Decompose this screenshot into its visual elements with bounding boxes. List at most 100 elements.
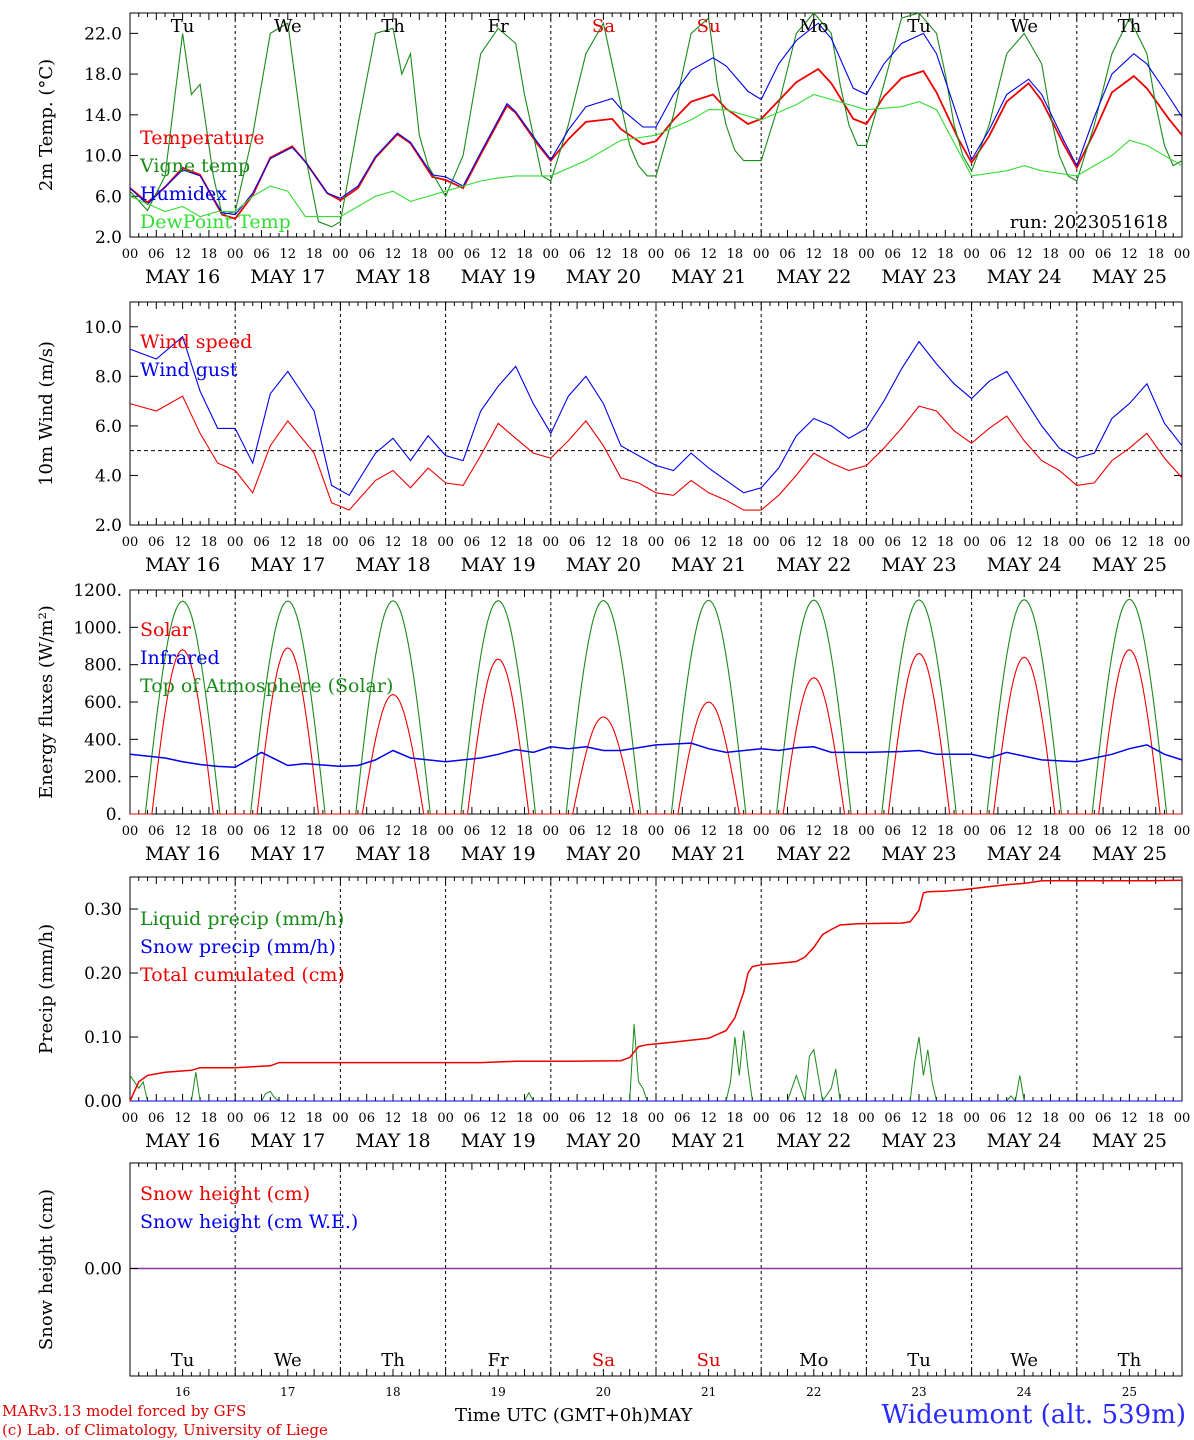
hour-tick-label: 12	[280, 1111, 297, 1126]
day-label: MAY 19	[461, 843, 536, 865]
y-tick-label: 600.	[84, 693, 122, 713]
hour-tick-label: 12	[280, 535, 297, 550]
hour-tick-label: 06	[779, 535, 796, 550]
hour-tick-label: 12	[174, 824, 191, 839]
hour-tick-label: 18	[621, 247, 638, 262]
weekday-label: Sa	[592, 16, 615, 37]
hour-tick-label: 12	[490, 1111, 507, 1126]
y-tick-label: 6.0	[95, 187, 122, 207]
hour-tick-label: 00	[227, 824, 244, 839]
day-label: MAY 22	[776, 1130, 851, 1152]
panel-frame-1	[129, 12, 1183, 238]
hour-tick-label: 06	[884, 1111, 901, 1126]
hour-tick-label: 06	[779, 1111, 796, 1126]
hour-tick-label: 18	[621, 1111, 638, 1126]
hour-tick-label: 18	[832, 824, 849, 839]
day-label: MAY 20	[566, 1130, 641, 1152]
panel-frame-2	[129, 301, 1183, 526]
y-tick-label: 0.00	[84, 1260, 122, 1280]
day-label: MAY 24	[987, 1130, 1062, 1152]
hour-tick-label: 12	[490, 824, 507, 839]
run-label: run: 2023051618	[1010, 212, 1168, 233]
y-axis-label: 10m Wind (m/s)	[36, 341, 57, 486]
station-name: Wideumont (alt. 539m)	[881, 1400, 1186, 1430]
hour-tick-label: 06	[674, 824, 691, 839]
day-label: MAY 21	[671, 266, 746, 288]
series-line-2	[129, 22, 1183, 216]
legend-entry: Liquid precip (mm/h)	[140, 908, 344, 930]
hour-tick-label: 12	[1121, 247, 1138, 262]
hour-tick-label: 06	[884, 824, 901, 839]
day-label: MAY 22	[776, 266, 851, 288]
series-line-0	[129, 1024, 1025, 1103]
weekday-label: Fr	[488, 16, 509, 37]
hour-tick-label: 06	[1095, 247, 1112, 262]
series-line-solar	[130, 647, 1182, 815]
hour-tick-label: 06	[569, 535, 586, 550]
day-label: MAY 24	[987, 554, 1062, 576]
y-tick-label: 6.0	[95, 417, 122, 437]
weekday-label: Th	[1118, 16, 1142, 37]
hour-tick-label: 00	[122, 247, 139, 262]
hour-tick-label: 00	[858, 824, 875, 839]
hour-tick-label: 18	[201, 535, 218, 550]
hour-tick-label: 00	[963, 824, 980, 839]
day-label: MAY 24	[987, 266, 1062, 288]
hour-tick-label: 00	[227, 247, 244, 262]
hour-tick-label: 18	[411, 1111, 428, 1126]
day-label: MAY 21	[671, 1130, 746, 1152]
day-label: MAY 18	[355, 554, 430, 576]
series-line-1	[129, 12, 1183, 228]
hour-tick-label: 12	[806, 535, 823, 550]
hour-tick-label: 00	[858, 247, 875, 262]
y-tick-label: 400.	[84, 730, 122, 750]
y-tick-label: 0.00	[84, 1092, 122, 1112]
hour-tick-label: 12	[1016, 824, 1033, 839]
hour-tick-label: 18	[1147, 1111, 1164, 1126]
hour-tick-label: 12	[911, 247, 928, 262]
day-label: MAY 19	[461, 554, 536, 576]
hour-tick-label: 18	[1147, 247, 1164, 262]
hour-tick-label: 06	[674, 535, 691, 550]
day-number-label: 17	[280, 1385, 295, 1399]
hour-tick-label: 00	[648, 824, 665, 839]
legend-entry: DewPoint Temp	[140, 211, 291, 233]
hour-tick-label: 00	[753, 824, 770, 839]
hour-tick-label: 12	[280, 247, 297, 262]
day-number-label: 22	[806, 1385, 821, 1399]
series-line-3	[129, 93, 1183, 218]
hour-tick-label: 00	[963, 1111, 980, 1126]
day-label: MAY 19	[461, 1130, 536, 1152]
y-tick-label: 2.0	[95, 228, 122, 248]
legend-entry: Snow height (cm W.E.)	[140, 1211, 358, 1233]
hour-tick-label: 18	[516, 535, 533, 550]
hour-tick-label: 18	[937, 247, 954, 262]
weekday-label: Fr	[488, 1350, 509, 1371]
day-label: MAY 18	[355, 843, 430, 865]
hour-tick-label: 18	[937, 1111, 954, 1126]
day-label: MAY 21	[671, 843, 746, 865]
weekday-label: Sa	[592, 1350, 615, 1371]
hour-tick-label: 12	[1016, 1111, 1033, 1126]
hour-tick-label: 18	[727, 535, 744, 550]
day-label: MAY 16	[145, 554, 220, 576]
day-label: MAY 16	[145, 843, 220, 865]
day-number-label: 20	[596, 1385, 611, 1399]
hour-tick-label: 06	[990, 1111, 1007, 1126]
hour-tick-label: 18	[306, 535, 323, 550]
hour-tick-label: 00	[963, 535, 980, 550]
y-tick-label: 0.30	[84, 900, 122, 920]
panel-frame-3	[129, 589, 1183, 815]
hour-tick-label: 12	[385, 535, 402, 550]
model-note: MARv3.13 model forced by GFS	[2, 1402, 247, 1420]
day-label: MAY 20	[566, 843, 641, 865]
weekday-label: Tu	[907, 1350, 931, 1371]
hour-tick-label: 06	[1095, 1111, 1112, 1126]
weekday-label: Su	[697, 16, 721, 37]
hour-tick-label: 00	[437, 824, 454, 839]
hour-tick-label: 00	[122, 824, 139, 839]
y-tick-label: 8.0	[95, 367, 122, 387]
hour-tick-label: 00	[753, 535, 770, 550]
legend-entry: Vigne temp	[139, 155, 250, 177]
day-label: MAY 23	[881, 266, 956, 288]
